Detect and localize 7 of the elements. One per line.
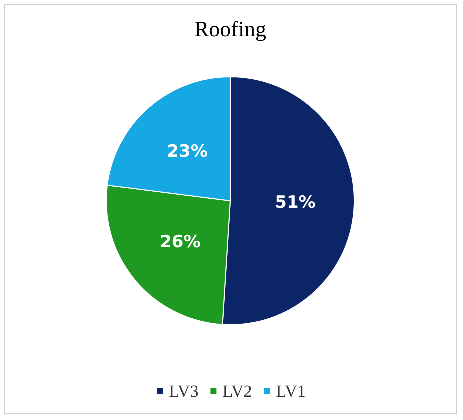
chart-title: Roofing [194,16,267,42]
data-label: 23% [167,142,208,162]
legend-label: LV1 [276,382,306,401]
legend-label: LV2 [222,382,252,401]
data-label: 51% [275,193,316,214]
data-label: 26% [160,232,201,252]
legend-label: LV3 [169,382,199,401]
